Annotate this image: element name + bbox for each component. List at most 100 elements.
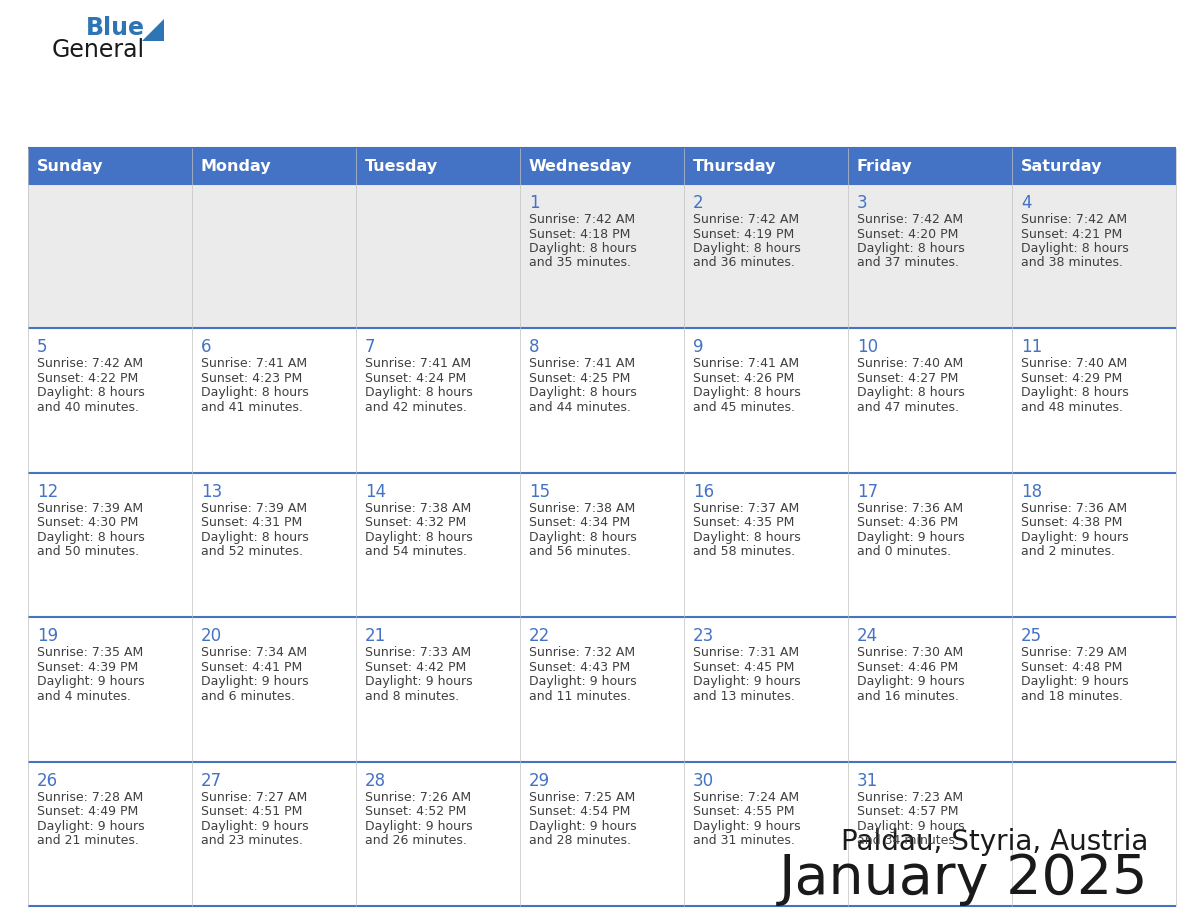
Bar bbox=[356, 329, 520, 473]
Text: and 45 minutes.: and 45 minutes. bbox=[693, 401, 795, 414]
Text: 17: 17 bbox=[857, 483, 878, 501]
Bar bbox=[192, 473, 356, 617]
Text: Tuesday: Tuesday bbox=[365, 159, 438, 174]
Bar bbox=[29, 329, 192, 473]
Text: Sunday: Sunday bbox=[37, 159, 103, 174]
Text: and 41 minutes.: and 41 minutes. bbox=[201, 401, 303, 414]
Text: and 16 minutes.: and 16 minutes. bbox=[857, 689, 959, 702]
Text: 22: 22 bbox=[529, 627, 550, 645]
Text: Sunset: 4:31 PM: Sunset: 4:31 PM bbox=[201, 516, 302, 530]
Text: Sunrise: 7:39 AM: Sunrise: 7:39 AM bbox=[201, 502, 308, 515]
Text: Daylight: 9 hours: Daylight: 9 hours bbox=[37, 676, 145, 688]
Text: Daylight: 8 hours: Daylight: 8 hours bbox=[693, 386, 801, 399]
Text: Saturday: Saturday bbox=[1020, 159, 1102, 174]
Text: 12: 12 bbox=[37, 483, 58, 501]
Text: and 42 minutes.: and 42 minutes. bbox=[365, 401, 467, 414]
Text: Sunset: 4:57 PM: Sunset: 4:57 PM bbox=[857, 805, 959, 818]
Bar bbox=[848, 762, 1012, 906]
Text: Sunrise: 7:42 AM: Sunrise: 7:42 AM bbox=[1020, 213, 1127, 226]
Text: 20: 20 bbox=[201, 627, 222, 645]
Text: Sunset: 4:42 PM: Sunset: 4:42 PM bbox=[365, 661, 466, 674]
Bar bbox=[520, 617, 684, 762]
Bar bbox=[848, 617, 1012, 762]
Bar bbox=[356, 148, 520, 184]
Text: Daylight: 8 hours: Daylight: 8 hours bbox=[365, 531, 473, 543]
Text: and 13 minutes.: and 13 minutes. bbox=[693, 689, 795, 702]
Bar bbox=[356, 762, 520, 906]
Text: 4: 4 bbox=[1020, 194, 1031, 212]
Text: and 31 minutes.: and 31 minutes. bbox=[693, 834, 795, 847]
Bar bbox=[684, 473, 848, 617]
Text: 1: 1 bbox=[529, 194, 539, 212]
Text: and 26 minutes.: and 26 minutes. bbox=[365, 834, 467, 847]
Text: and 56 minutes.: and 56 minutes. bbox=[529, 545, 631, 558]
Text: and 34 minutes.: and 34 minutes. bbox=[857, 834, 959, 847]
Text: 16: 16 bbox=[693, 483, 714, 501]
Text: Sunset: 4:32 PM: Sunset: 4:32 PM bbox=[365, 516, 466, 530]
Bar bbox=[192, 762, 356, 906]
Text: and 35 minutes.: and 35 minutes. bbox=[529, 256, 631, 270]
Text: General: General bbox=[52, 38, 145, 62]
Text: Sunset: 4:30 PM: Sunset: 4:30 PM bbox=[37, 516, 138, 530]
Text: and 50 minutes.: and 50 minutes. bbox=[37, 545, 139, 558]
Text: Friday: Friday bbox=[857, 159, 912, 174]
Text: and 37 minutes.: and 37 minutes. bbox=[857, 256, 959, 270]
Bar bbox=[1012, 762, 1176, 906]
Text: and 44 minutes.: and 44 minutes. bbox=[529, 401, 631, 414]
Text: Sunset: 4:52 PM: Sunset: 4:52 PM bbox=[365, 805, 467, 818]
Text: Sunrise: 7:34 AM: Sunrise: 7:34 AM bbox=[201, 646, 308, 659]
Bar bbox=[684, 329, 848, 473]
Bar bbox=[192, 184, 356, 329]
Text: Sunrise: 7:41 AM: Sunrise: 7:41 AM bbox=[365, 357, 472, 370]
Text: Daylight: 8 hours: Daylight: 8 hours bbox=[857, 242, 965, 255]
Text: Sunset: 4:19 PM: Sunset: 4:19 PM bbox=[693, 228, 795, 241]
Text: Daylight: 9 hours: Daylight: 9 hours bbox=[201, 820, 309, 833]
Text: Sunset: 4:27 PM: Sunset: 4:27 PM bbox=[857, 372, 959, 385]
Text: Sunset: 4:51 PM: Sunset: 4:51 PM bbox=[201, 805, 303, 818]
Text: Sunset: 4:48 PM: Sunset: 4:48 PM bbox=[1020, 661, 1123, 674]
Text: and 23 minutes.: and 23 minutes. bbox=[201, 834, 303, 847]
Text: Sunrise: 7:40 AM: Sunrise: 7:40 AM bbox=[1020, 357, 1127, 370]
Text: Sunset: 4:49 PM: Sunset: 4:49 PM bbox=[37, 805, 138, 818]
Text: Sunrise: 7:26 AM: Sunrise: 7:26 AM bbox=[365, 790, 472, 803]
Text: 23: 23 bbox=[693, 627, 714, 645]
Text: Sunset: 4:39 PM: Sunset: 4:39 PM bbox=[37, 661, 138, 674]
Bar bbox=[848, 473, 1012, 617]
Text: and 2 minutes.: and 2 minutes. bbox=[1020, 545, 1116, 558]
Bar bbox=[684, 148, 848, 184]
Text: 6: 6 bbox=[201, 339, 211, 356]
Bar bbox=[848, 184, 1012, 329]
Text: and 0 minutes.: and 0 minutes. bbox=[857, 545, 952, 558]
Bar bbox=[1012, 184, 1176, 329]
Bar bbox=[520, 473, 684, 617]
Bar bbox=[192, 148, 356, 184]
Polygon shape bbox=[143, 19, 164, 41]
Text: and 40 minutes.: and 40 minutes. bbox=[37, 401, 139, 414]
Text: Sunset: 4:43 PM: Sunset: 4:43 PM bbox=[529, 661, 631, 674]
Text: Sunset: 4:25 PM: Sunset: 4:25 PM bbox=[529, 372, 631, 385]
Bar bbox=[1012, 329, 1176, 473]
Bar bbox=[356, 617, 520, 762]
Bar bbox=[520, 762, 684, 906]
Text: and 18 minutes.: and 18 minutes. bbox=[1020, 689, 1123, 702]
Text: 5: 5 bbox=[37, 339, 48, 356]
Bar bbox=[356, 184, 520, 329]
Text: Daylight: 9 hours: Daylight: 9 hours bbox=[37, 820, 145, 833]
Bar bbox=[29, 617, 192, 762]
Text: Daylight: 9 hours: Daylight: 9 hours bbox=[1020, 531, 1129, 543]
Bar bbox=[520, 329, 684, 473]
Text: 24: 24 bbox=[857, 627, 878, 645]
Text: 30: 30 bbox=[693, 772, 714, 789]
Text: Sunrise: 7:39 AM: Sunrise: 7:39 AM bbox=[37, 502, 143, 515]
Text: Daylight: 9 hours: Daylight: 9 hours bbox=[693, 820, 801, 833]
Text: 8: 8 bbox=[529, 339, 539, 356]
Text: and 48 minutes.: and 48 minutes. bbox=[1020, 401, 1123, 414]
Text: Sunrise: 7:32 AM: Sunrise: 7:32 AM bbox=[529, 646, 636, 659]
Text: Sunset: 4:18 PM: Sunset: 4:18 PM bbox=[529, 228, 631, 241]
Text: and 58 minutes.: and 58 minutes. bbox=[693, 545, 795, 558]
Bar bbox=[1012, 473, 1176, 617]
Text: 13: 13 bbox=[201, 483, 222, 501]
Text: Sunrise: 7:42 AM: Sunrise: 7:42 AM bbox=[693, 213, 800, 226]
Text: Sunset: 4:24 PM: Sunset: 4:24 PM bbox=[365, 372, 466, 385]
Text: and 47 minutes.: and 47 minutes. bbox=[857, 401, 959, 414]
